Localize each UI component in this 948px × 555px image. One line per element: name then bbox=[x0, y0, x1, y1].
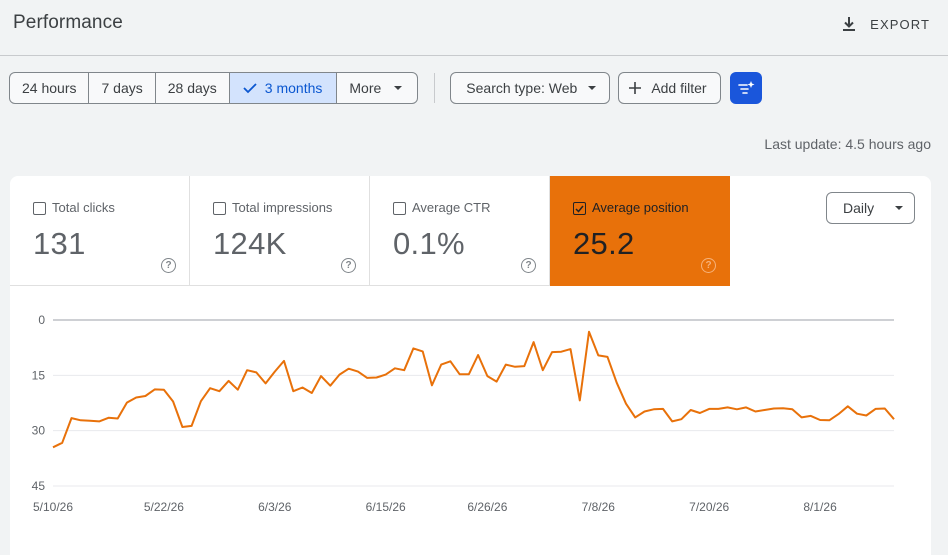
x-tick-label: 5/22/26 bbox=[144, 500, 184, 514]
metric-total-clicks[interactable]: Total clicks 131 ? bbox=[10, 176, 190, 286]
granularity-label: Daily bbox=[843, 200, 875, 216]
y-tick-label: 30 bbox=[32, 424, 46, 438]
plus-icon bbox=[629, 82, 642, 94]
checkbox-icon bbox=[213, 202, 226, 215]
x-tick-label: 7/8/26 bbox=[582, 500, 616, 514]
caret-down-icon bbox=[895, 206, 904, 210]
ai-filter-button[interactable] bbox=[729, 72, 762, 104]
metric-label: Total impressions bbox=[232, 200, 333, 215]
metric-value: 124K bbox=[213, 226, 287, 261]
last-update-text: Last update: 4.5 hours ago bbox=[764, 136, 931, 152]
help-icon[interactable]: ? bbox=[161, 258, 176, 273]
y-tick-label: 0 bbox=[38, 313, 45, 327]
metric-average-position[interactable]: Average position 25.2 ? bbox=[550, 176, 730, 286]
range-label: 3 months bbox=[264, 80, 323, 96]
sparkle-filter-icon bbox=[737, 81, 755, 94]
search-type-dropdown[interactable]: Search type: Web bbox=[450, 72, 611, 104]
add-filter-button[interactable]: Add filter bbox=[618, 72, 721, 104]
range-label: 28 days bbox=[167, 80, 217, 96]
granularity-dropdown[interactable]: Daily bbox=[826, 192, 915, 224]
metric-value: 25.2 bbox=[573, 226, 635, 261]
range-label: 24 hours bbox=[22, 80, 77, 96]
performance-card: Total clicks 131 ? Total impressions 124… bbox=[10, 176, 931, 555]
filter-toolbar: 24 hours 7 days 28 days 3 months More Se… bbox=[9, 72, 762, 104]
export-button[interactable]: EXPORT bbox=[836, 10, 934, 38]
y-tick-label: 45 bbox=[32, 479, 46, 493]
range-label: More bbox=[349, 80, 382, 96]
range-more-dropdown[interactable]: More bbox=[337, 73, 417, 103]
x-tick-label: 7/20/26 bbox=[689, 500, 729, 514]
export-label: EXPORT bbox=[870, 16, 930, 32]
series-line-average-position bbox=[52, 330, 895, 449]
add-filter-label: Add filter bbox=[651, 80, 707, 96]
range-24-hours[interactable]: 24 hours bbox=[10, 73, 90, 103]
range-28-days[interactable]: 28 days bbox=[156, 73, 230, 103]
range-3-months[interactable]: 3 months bbox=[229, 73, 338, 103]
metric-label: Average position bbox=[592, 200, 689, 215]
metric-value: 0.1% bbox=[393, 226, 465, 261]
caret-down-icon bbox=[394, 86, 403, 90]
x-tick-label: 6/26/26 bbox=[467, 500, 507, 514]
page-header: Performance EXPORT bbox=[0, 0, 948, 56]
page-title: Performance bbox=[13, 12, 123, 33]
range-label: 7 days bbox=[101, 80, 143, 96]
checkbox-icon bbox=[393, 202, 406, 215]
checkbox-checked-icon bbox=[573, 202, 586, 215]
search-type-label: Search type: Web bbox=[466, 80, 578, 96]
range-7-days[interactable]: 7 days bbox=[89, 73, 156, 103]
metric-total-impressions[interactable]: Total impressions 124K ? bbox=[190, 176, 370, 286]
x-tick-label: 5/10/26 bbox=[33, 500, 73, 514]
x-tick-label: 8/1/26 bbox=[803, 500, 837, 514]
date-range-group: 24 hours 7 days 28 days 3 months More bbox=[9, 72, 419, 104]
caret-down-icon bbox=[588, 86, 597, 90]
checkbox-icon bbox=[33, 202, 46, 215]
metric-value: 131 bbox=[33, 226, 86, 261]
metric-tabs: Total clicks 131 ? Total impressions 124… bbox=[10, 176, 730, 286]
x-tick-label: 6/3/26 bbox=[258, 500, 292, 514]
check-icon bbox=[243, 83, 257, 94]
metric-label: Average CTR bbox=[412, 200, 491, 215]
metric-average-ctr[interactable]: Average CTR 0.1% ? bbox=[370, 176, 550, 286]
y-tick-label: 15 bbox=[32, 368, 46, 382]
x-tick-label: 6/15/26 bbox=[366, 500, 406, 514]
help-icon[interactable]: ? bbox=[701, 258, 716, 273]
position-line-chart: 0 15 30 45 5/10/26 5/22/26 6/3/26 6/15/26 6/26/2… bbox=[32, 313, 895, 514]
toolbar-divider bbox=[434, 73, 436, 103]
help-icon[interactable]: ? bbox=[521, 258, 536, 273]
metric-label: Total clicks bbox=[52, 200, 115, 215]
help-icon[interactable]: ? bbox=[341, 258, 356, 273]
download-icon bbox=[843, 17, 856, 31]
